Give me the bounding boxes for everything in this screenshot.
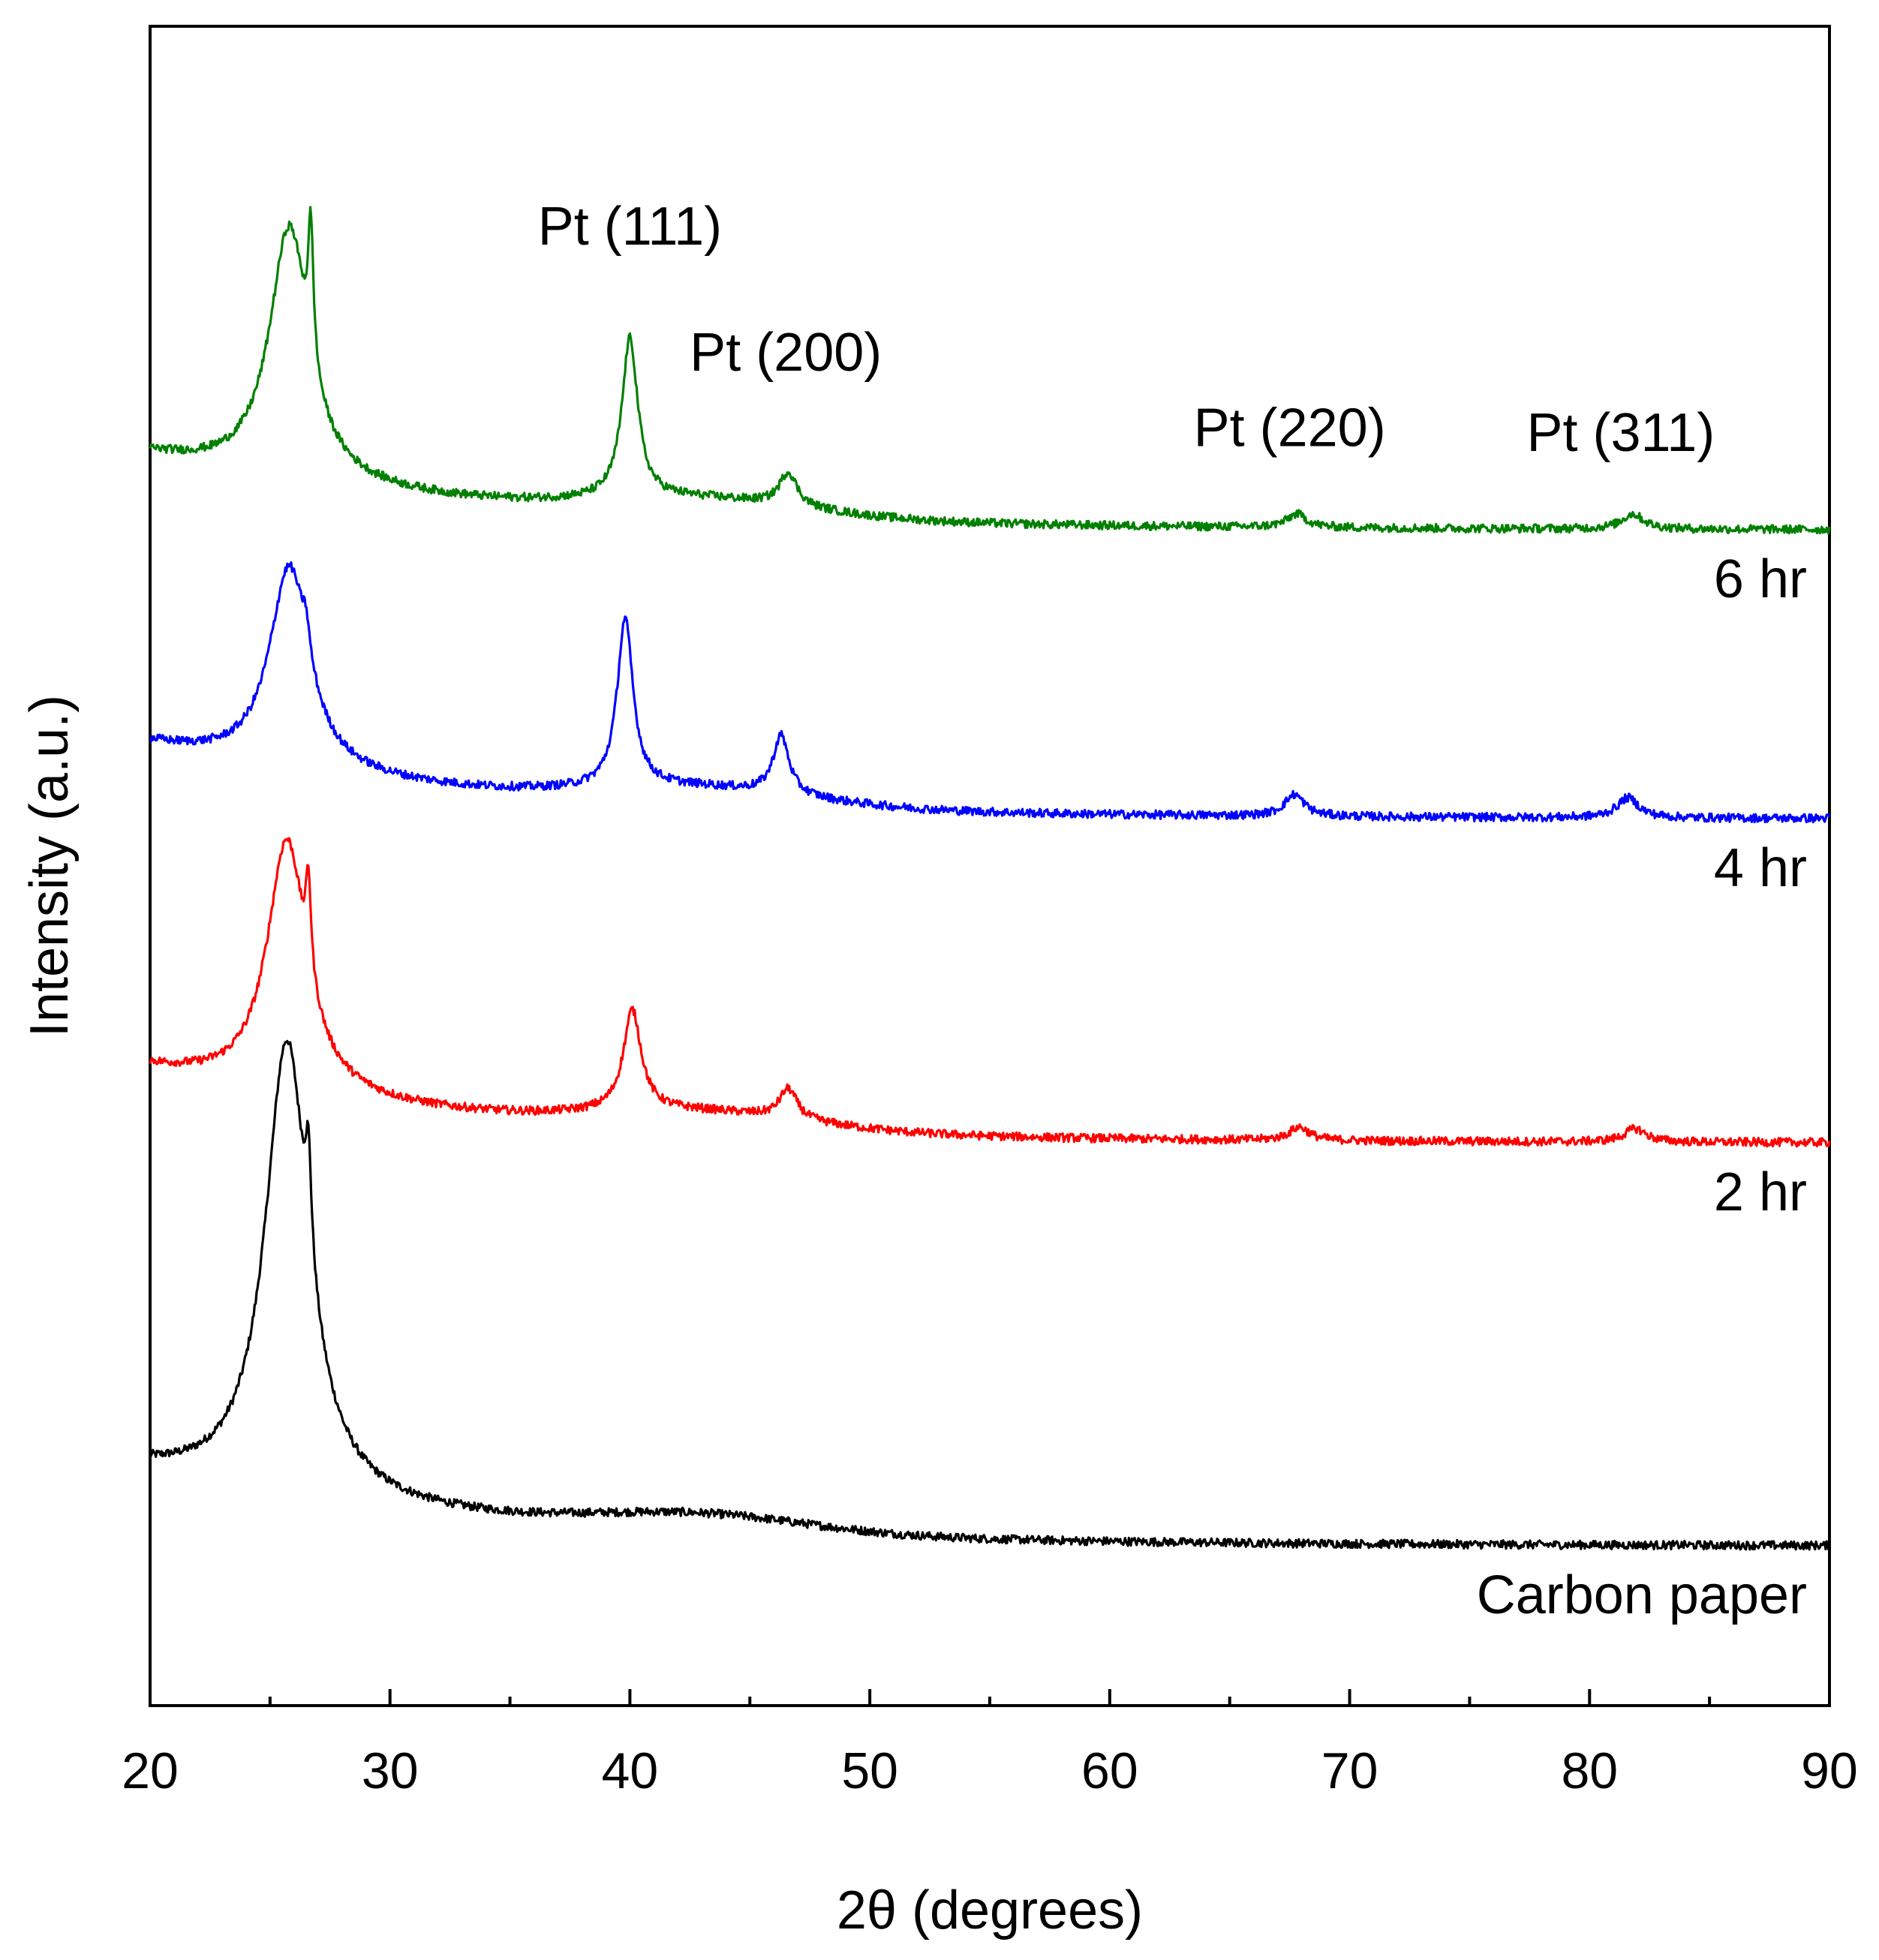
y-axis-title: Intensity (a.u.) (20, 695, 80, 1037)
x-tick-label: 60 (1081, 1742, 1138, 1799)
series-line-4-hr (149, 561, 1831, 824)
series-line-6-hr (149, 206, 1831, 535)
x-tick-label: 80 (1561, 1742, 1618, 1799)
series-line-2-hr (149, 837, 1831, 1148)
x-tick-label: 40 (602, 1742, 659, 1799)
peak-label: Pt (220) (1194, 398, 1386, 458)
series-label: 4 hr (1714, 838, 1807, 898)
series-label: Carbon paper (1477, 1565, 1807, 1625)
x-axis-title: 2θ (degrees) (837, 1880, 1143, 1940)
peak-label: Pt (311) (1526, 403, 1715, 463)
x-tick-label: 70 (1321, 1742, 1378, 1799)
series-label: 6 hr (1714, 549, 1807, 609)
x-axis-ticks: 20 30 40 50 60 70 80 90 (122, 1689, 1858, 1799)
series-line-carbon-paper (149, 1039, 1831, 1551)
peak-label: Pt (200) (690, 323, 882, 383)
x-tick-label: 20 (122, 1742, 179, 1799)
x-tick-label: 50 (841, 1742, 898, 1799)
series-label: 2 hr (1714, 1162, 1807, 1222)
x-tick-label: 90 (1801, 1742, 1858, 1799)
annotation-layer: Pt (111) Pt (200) Pt (220) Pt (311) Carbon p… (538, 197, 1807, 1625)
plot-frame (149, 25, 1831, 1707)
series-layer (149, 206, 1831, 1551)
x-tick-label: 30 (362, 1742, 419, 1799)
peak-label: Pt (111) (538, 197, 722, 257)
